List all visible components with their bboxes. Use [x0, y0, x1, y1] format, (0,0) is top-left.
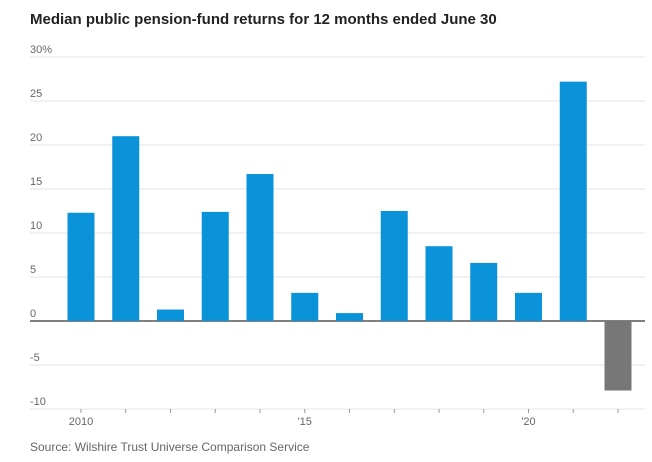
bar: [559, 81, 587, 321]
y-tick-label: 5: [30, 264, 36, 276]
bar: [470, 262, 498, 321]
x-tick-label: '15: [298, 416, 312, 428]
chart-title: Median public pension-fund returns for 1…: [30, 11, 497, 28]
bar: [157, 309, 184, 321]
bar: [291, 292, 319, 321]
bar: [425, 246, 453, 321]
source-note: Source: Wilshire Trust Universe Comparis…: [30, 440, 310, 454]
y-tick-label: 30%: [30, 44, 52, 56]
x-tick-label: '20: [521, 416, 535, 428]
y-tick-label: 0: [30, 308, 36, 320]
bar: [515, 292, 542, 321]
y-tick-label: 20: [30, 132, 42, 144]
bar: [112, 136, 140, 321]
bar: [380, 211, 408, 321]
y-tick-label: 15: [30, 176, 42, 188]
bar: [336, 313, 363, 321]
y-tick-label: -5: [30, 352, 40, 364]
bar: [246, 174, 274, 321]
y-tick-label: 25: [30, 88, 42, 100]
bar: [201, 211, 229, 321]
bar: [604, 321, 632, 391]
x-tick-label: 2010: [69, 416, 93, 428]
y-tick-label: -10: [30, 396, 46, 408]
y-tick-label: 10: [30, 220, 42, 232]
bar: [67, 212, 95, 321]
